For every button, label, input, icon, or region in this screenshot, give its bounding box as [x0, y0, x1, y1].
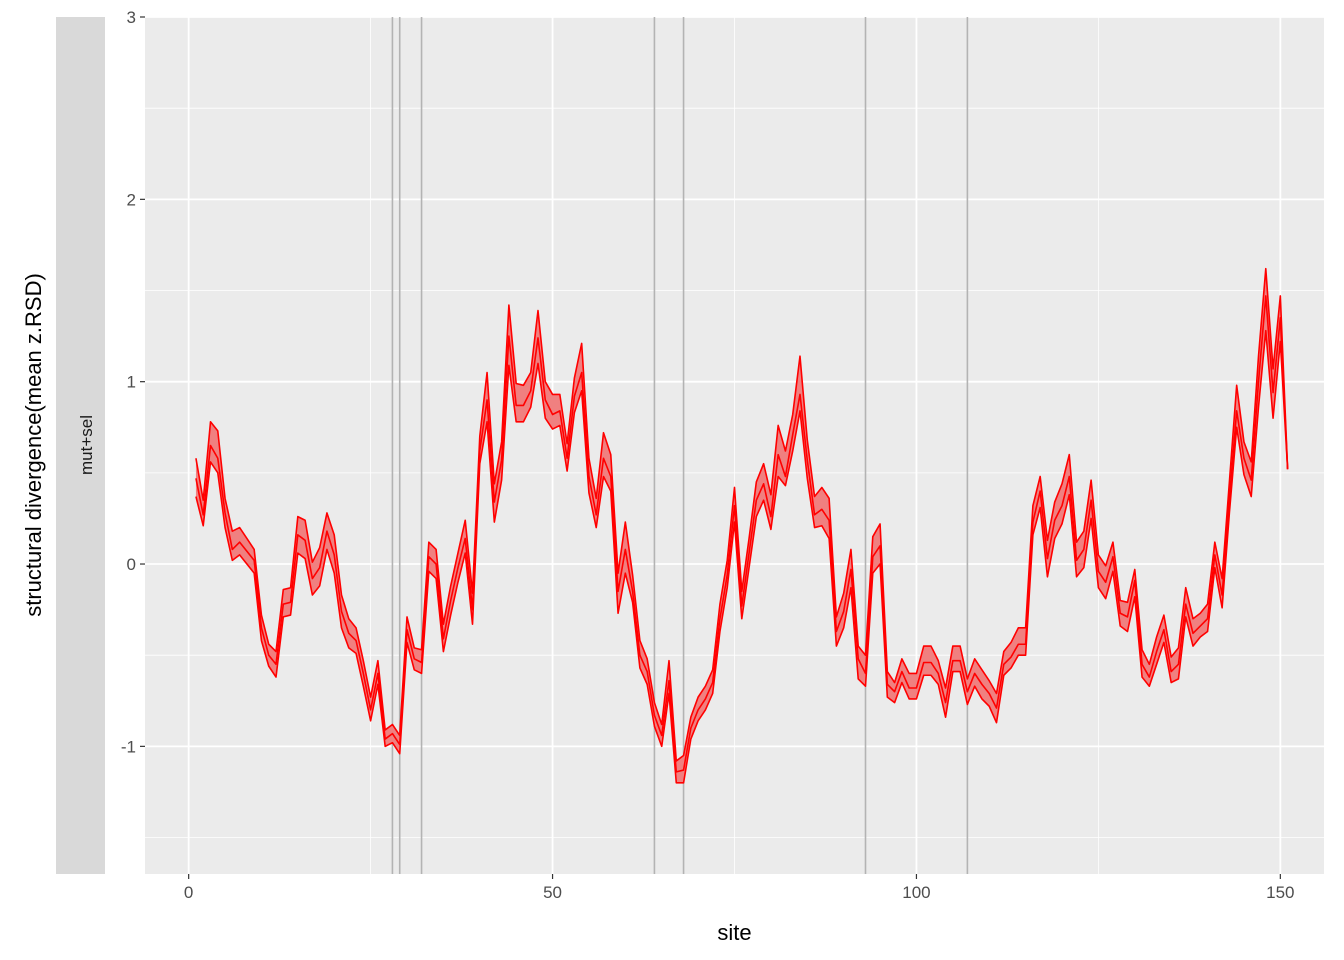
y-axis-title: structural divergence(mean z.RSD): [21, 273, 46, 617]
lower-bound-line: [195, 329, 1289, 784]
mean-line: [195, 295, 1289, 773]
facet-strip-label: mut+sel: [77, 415, 96, 475]
x-tick-label: 0: [184, 883, 193, 902]
y-tick-label: -1: [121, 737, 136, 756]
y-tick-label: 0: [127, 555, 136, 574]
strip-background: [56, 17, 105, 874]
y-axis: -1 0 1 2 3: [121, 8, 145, 756]
x-tick-label: 150: [1266, 883, 1294, 902]
x-axis: 0 50 100 150: [184, 874, 1295, 902]
x-axis-title: site: [717, 920, 751, 945]
y-tick-label: 3: [127, 8, 136, 27]
y-tick-label: 1: [127, 373, 136, 392]
x-tick-label: 50: [543, 883, 562, 902]
x-tick-label: 100: [902, 883, 930, 902]
minor-gridlines: [145, 17, 1324, 874]
major-gridlines: [145, 16, 1324, 874]
confidence-band: [195, 268, 1288, 783]
y-tick-label: 2: [127, 190, 136, 209]
upper-bound-line: [195, 267, 1289, 762]
